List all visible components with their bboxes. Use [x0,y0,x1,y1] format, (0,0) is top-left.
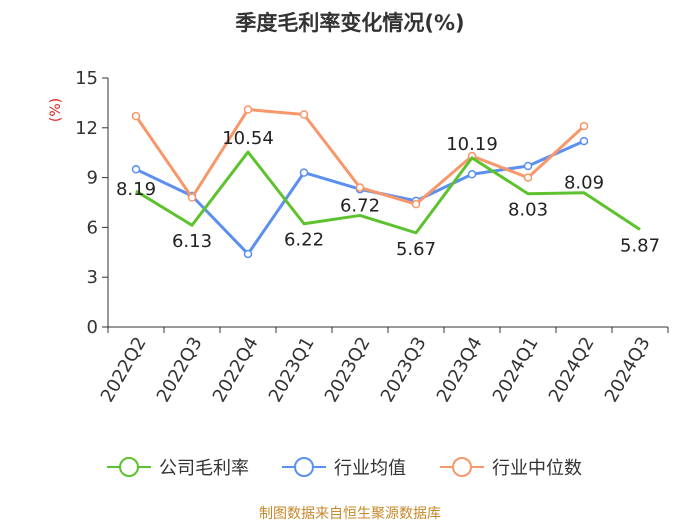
data-point [355,183,365,192]
x-tick-label: 2023Q2 [321,334,375,406]
x-tick-label: 2023Q3 [377,334,431,406]
data-label: 6.22 [284,230,324,251]
x-tick-label: 2024Q3 [601,334,655,406]
y-tick-label: 3 [87,267,98,288]
data-label: 8.03 [508,200,548,221]
legend-marker [294,457,314,477]
data-point [243,105,253,114]
source-note: 制图数据来自恒生聚源数据库 [259,506,441,522]
legend-marker [119,457,139,477]
legend-marker [452,457,472,477]
data-label: 8.09 [564,173,604,194]
x-tick-label: 2022Q2 [97,334,151,406]
y-tick-label: 15 [75,68,98,89]
data-label: 5.67 [396,239,436,260]
legend-item: 行业均值 [282,457,406,479]
y-tick-label: 6 [87,217,98,238]
data-point [523,161,533,171]
x-tick-label: 2023Q4 [433,334,487,406]
legend-item: 公司毛利率 [107,457,249,479]
data-point [243,249,253,259]
data-point [131,165,141,174]
data-label: 8.19 [116,179,156,200]
series-industry-median [131,105,589,209]
data-point [523,173,533,182]
data-point [579,121,589,131]
x-tick-label: 2024Q2 [545,334,599,406]
x-tick-label: 2022Q4 [209,334,263,406]
x-tick-label: 2024Q1 [489,334,543,406]
data-label: 10.54 [222,128,274,149]
data-point [299,110,309,119]
legend-label: 行业均值 [334,458,406,479]
legend-item: 行业中位数 [440,457,582,479]
legend: 公司毛利率 行业均值 行业中位数 [107,457,582,479]
data-point [467,170,477,179]
series-company [135,150,641,235]
legend-label: 公司毛利率 [159,458,249,479]
data-label: 5.87 [620,236,660,257]
chart-title: 季度毛利率变化情况(%) [235,11,464,35]
y-tick-label: 12 [75,118,98,139]
data-label: 6.72 [340,195,380,216]
legend-label: 行业中位数 [492,458,582,479]
data-point [131,111,141,121]
data-point [579,136,589,146]
x-tick-label: 2023Q1 [265,334,319,406]
y-axis-label: (%) [48,98,64,122]
data-label: 6.13 [172,231,212,252]
series-layer [131,105,641,259]
x-tick-label: 2022Q3 [153,334,207,406]
data-point [299,168,309,177]
data-label: 10.19 [446,134,498,155]
y-tick-label: 0 [87,317,98,338]
data-labels: 8.19 6.13 10.54 6.22 6.72 5.67 10.19 8.03 8.09 5.… [116,128,660,260]
data-point [187,193,197,202]
series-line [135,150,641,235]
y-tick-label: 9 [87,168,98,189]
data-point [411,199,421,209]
